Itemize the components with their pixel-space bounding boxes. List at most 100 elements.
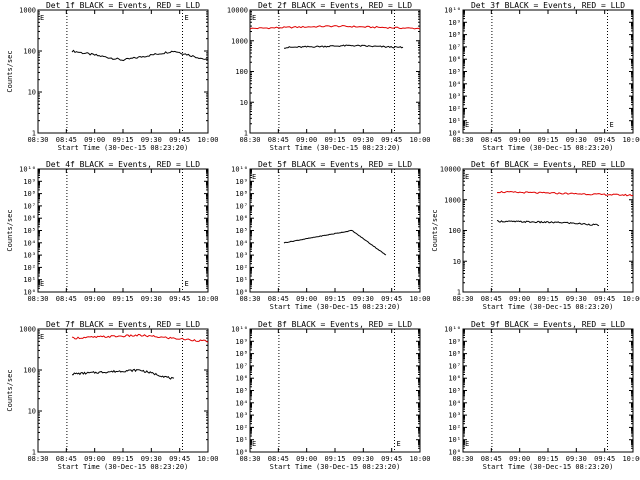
y-tick-label: 1000 — [19, 326, 36, 334]
x-tick-label: 09:30 — [141, 136, 162, 144]
y-tick-label: 10² — [23, 264, 36, 272]
x-tick-label: 09:45 — [594, 295, 615, 303]
event-marker: E — [397, 440, 401, 448]
panel-3: Det 3f BLACK = Events, RED = LLD 10⁰ 10¹ 10… — [444, 1, 640, 152]
y-tick-label: 10000 — [227, 7, 248, 15]
x-axis-label: Start Time (30-Dec-15 08:23:20) — [483, 303, 614, 311]
x-tick-label: 09:45 — [381, 136, 402, 144]
y-tick-label: 10³ — [23, 252, 36, 260]
y-tick-label: 10 — [240, 99, 248, 107]
y-tick-label: 10⁹ — [235, 338, 248, 346]
x-axis-label: Start Time (30-Dec-15 08:23:20) — [270, 303, 401, 311]
x-tick-label: 10:00 — [197, 455, 218, 463]
y-tick-label: 10 — [28, 89, 36, 97]
y-tick-label: 10⁷ — [448, 362, 461, 370]
x-tick-label: 09:30 — [566, 136, 587, 144]
x-tick-label: 09:00 — [296, 455, 317, 463]
x-tick-label: 09:15 — [537, 136, 558, 144]
panel-5: Det 5f BLACK = Events, RED = LLD 10⁰ 10¹ 10… — [231, 160, 430, 311]
x-tick-label: 09:30 — [353, 295, 374, 303]
x-tick-label: 08:45 — [481, 136, 502, 144]
y-tick-label: 10⁵ — [448, 68, 461, 76]
x-tick-label: 09:15 — [324, 295, 345, 303]
y-tick-label: 1 — [244, 130, 248, 138]
y-tick-label: 10⁷ — [235, 362, 248, 370]
event-marker: E — [465, 121, 469, 129]
red-series-line — [249, 24, 421, 30]
x-tick-label: 08:45 — [56, 136, 77, 144]
x-tick-label: 08:45 — [481, 455, 502, 463]
panel-title: Det 8f BLACK = Events, RED = LLD — [258, 320, 412, 329]
x-tick-label: 09:30 — [141, 455, 162, 463]
x-tick-label: 08:45 — [268, 455, 289, 463]
panel-title: Det 4f BLACK = Events, RED = LLD — [46, 160, 200, 169]
panel-2: Det 2f BLACK = Events, RED = LLD 1 10 100 10… — [227, 1, 431, 152]
y-tick-label: 10³ — [448, 93, 461, 101]
event-marker: E — [252, 440, 256, 448]
x-tick-label: 08:45 — [268, 295, 289, 303]
x-tick-label: 09:00 — [509, 295, 530, 303]
black-series-line — [283, 229, 387, 256]
y-tick-label: 10⁴ — [23, 239, 36, 247]
y-tick-label: 10⁴ — [448, 80, 461, 88]
y-tick-label: 10² — [235, 424, 248, 432]
x-tick-label: 09:15 — [537, 455, 558, 463]
event-marker: E — [465, 440, 469, 448]
x-tick-label: 09:00 — [509, 455, 530, 463]
x-tick-label: 08:30 — [239, 455, 260, 463]
x-axis-label: Start Time (30-Dec-15 08:23:20) — [270, 463, 401, 471]
x-tick-label: 10:00 — [409, 455, 430, 463]
panel-8: Det 8f BLACK = Events, RED = LLD 10⁰ 10¹ 10… — [231, 320, 430, 471]
panel-title: Det 1f BLACK = Events, RED = LLD — [46, 1, 200, 10]
x-tick-label: 08:45 — [56, 455, 77, 463]
y-tick-label: 10² — [448, 424, 461, 432]
x-tick-label: 09:30 — [141, 295, 162, 303]
x-tick-label: 09:45 — [594, 455, 615, 463]
event-marker: E — [185, 280, 189, 288]
x-tick-label: 09:15 — [112, 295, 133, 303]
x-tick-label: 08:30 — [452, 455, 473, 463]
x-tick-label: 08:30 — [27, 455, 48, 463]
x-tick-label: 09:45 — [169, 295, 190, 303]
x-tick-label: 08:30 — [452, 136, 473, 144]
y-tick-label: 1 — [32, 449, 36, 457]
panel-4: Det 4f BLACK = Events, RED = LLD 10⁰ 10¹ 10… — [6, 160, 219, 303]
y-tick-label: 10¹⁰ — [231, 326, 248, 334]
event-marker: E — [465, 173, 469, 181]
y-tick-label: 10¹⁰ — [19, 166, 36, 174]
x-tick-label: 09:15 — [112, 136, 133, 144]
y-tick-label: 10⁹ — [235, 178, 248, 186]
y-tick-label: 1000 — [444, 196, 461, 204]
event-marker: E — [40, 280, 44, 288]
y-tick-label: 1 — [32, 130, 36, 138]
y-tick-label: 10⁶ — [448, 56, 461, 64]
y-tick-label: 10⁵ — [235, 387, 248, 395]
y-tick-label: 100 — [448, 227, 461, 235]
y-tick-label: 10⁰ — [448, 449, 461, 457]
y-axis-label: Counts/sec — [431, 209, 439, 251]
panel-title: Det 7f BLACK = Events, RED = LLD — [46, 320, 200, 329]
y-tick-label: 10³ — [448, 412, 461, 420]
y-tick-label: 10¹ — [235, 436, 248, 444]
y-tick-label: 100 — [23, 48, 36, 56]
y-tick-label: 10⁴ — [235, 239, 248, 247]
y-tick-label: 10⁴ — [448, 399, 461, 407]
x-tick-label: 09:15 — [324, 136, 345, 144]
event-marker: E — [610, 121, 614, 129]
y-tick-label: 1 — [457, 289, 461, 297]
y-tick-label: 10⁸ — [448, 350, 461, 358]
black-series-line — [496, 220, 600, 227]
y-axis-label: Counts/sec — [6, 369, 14, 411]
y-tick-label: 10⁸ — [23, 190, 36, 198]
x-tick-label: 10:00 — [622, 136, 640, 144]
x-tick-label: 08:30 — [27, 136, 48, 144]
panel-title: Det 5f BLACK = Events, RED = LLD — [258, 160, 412, 169]
y-tick-label: 10⁵ — [23, 227, 36, 235]
x-tick-label: 09:00 — [296, 136, 317, 144]
y-axis-label: Counts/sec — [6, 209, 14, 251]
panel-title: Det 2f BLACK = Events, RED = LLD — [258, 1, 412, 10]
x-tick-label: 08:30 — [239, 136, 260, 144]
y-tick-label: 10⁹ — [448, 338, 461, 346]
y-tick-label: 10⁴ — [235, 399, 248, 407]
